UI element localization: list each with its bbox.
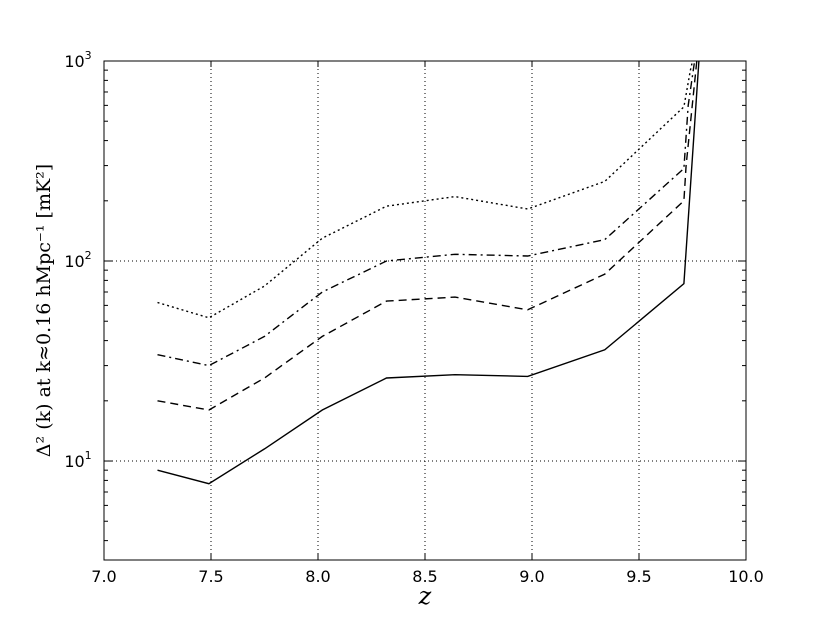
ticks: 7.0 7.5 8.0 8.5 9.0 9.5 10.0 101 102 103 — [64, 49, 763, 586]
x-tick-label: 8.0 — [305, 567, 330, 586]
y-tick-label: 101 — [64, 449, 91, 471]
x-tick-label: 9.0 — [519, 567, 544, 586]
x-tick-label: 7.5 — [198, 567, 223, 586]
series-line-dotted — [157, 61, 694, 319]
grid — [104, 61, 746, 560]
y-tick-label: 102 — [64, 249, 91, 271]
series-lines — [157, 61, 700, 485]
series-line-dashed — [157, 61, 698, 411]
series-line-solid — [157, 61, 700, 485]
x-tick-label: 7.0 — [91, 567, 116, 586]
y-tick-label: 103 — [64, 49, 91, 71]
x-axis-label: z — [418, 582, 432, 610]
series-line-dashdot — [157, 61, 696, 367]
x-tick-label: 8.5 — [412, 567, 437, 586]
x-tick-label: 9.5 — [626, 567, 651, 586]
x-tick-label: 10.0 — [728, 567, 764, 586]
y-axis-label: Δ² (k) at k≈0.16 hMpc⁻¹ [mK²] — [33, 164, 55, 457]
